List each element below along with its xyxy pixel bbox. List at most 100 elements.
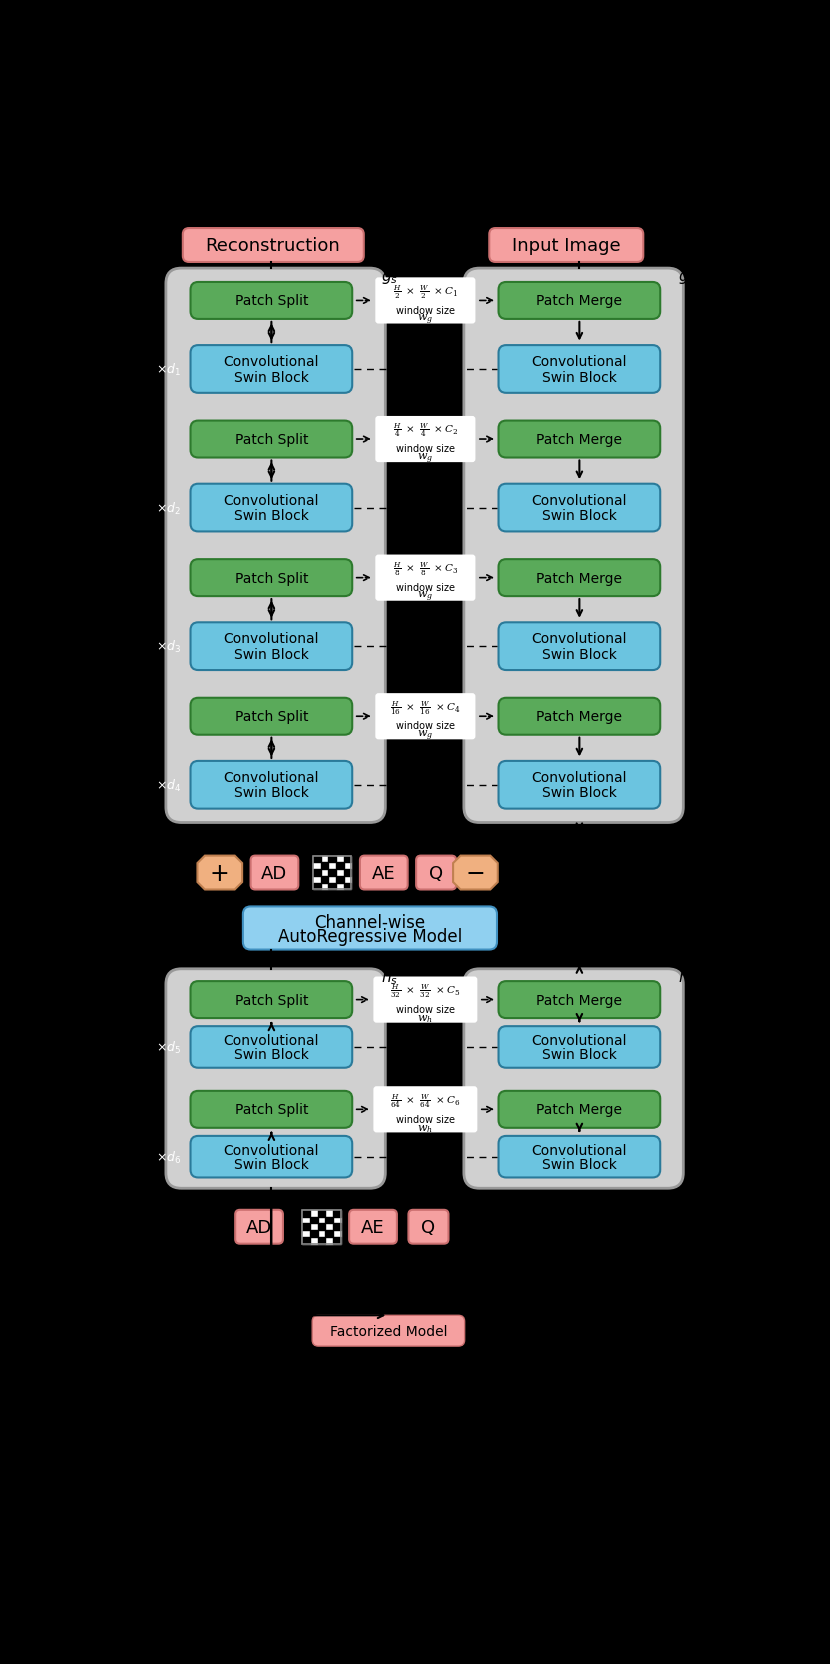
FancyBboxPatch shape <box>490 230 643 263</box>
FancyBboxPatch shape <box>499 1092 660 1128</box>
Text: window size: window size <box>396 582 455 592</box>
FancyBboxPatch shape <box>375 556 476 601</box>
Bar <box>320 877 329 884</box>
FancyBboxPatch shape <box>191 421 352 458</box>
Text: $\frac{H}{2}\ \times\ \frac{W}{2}\ \times C_1$: $\frac{H}{2}\ \times\ \frac{W}{2}\ \time… <box>393 283 458 301</box>
Text: AD: AD <box>246 1218 272 1236</box>
Bar <box>329 855 336 864</box>
Text: $\frac{H}{64}\ \times\ \frac{W}{64}\ \times C_6$: $\frac{H}{64}\ \times\ \frac{W}{64}\ \ti… <box>390 1092 461 1108</box>
Bar <box>313 855 351 890</box>
Text: Patch Merge: Patch Merge <box>536 1103 622 1117</box>
FancyBboxPatch shape <box>374 1087 477 1133</box>
Text: Convolutional: Convolutional <box>532 632 627 646</box>
Text: $\times d_2$: $\times d_2$ <box>157 501 182 516</box>
Text: $h_s$: $h_s$ <box>381 967 398 987</box>
FancyBboxPatch shape <box>360 855 408 890</box>
FancyBboxPatch shape <box>375 416 476 463</box>
Text: AD: AD <box>261 864 287 882</box>
Text: $w_g$: $w_g$ <box>417 729 433 742</box>
FancyBboxPatch shape <box>499 421 660 458</box>
Text: $\frac{H}{16}\ \times\ \frac{W}{16}\ \times C_4$: $\frac{H}{16}\ \times\ \frac{W}{16}\ \ti… <box>390 699 461 716</box>
Bar <box>329 870 336 877</box>
FancyBboxPatch shape <box>349 1210 397 1245</box>
Text: window size: window size <box>396 1005 455 1015</box>
Text: −: − <box>466 860 486 885</box>
Text: Patch Merge: Patch Merge <box>536 993 622 1007</box>
Polygon shape <box>453 855 498 890</box>
Bar <box>325 1216 333 1223</box>
Text: Patch Split: Patch Split <box>235 571 308 586</box>
Text: Patch Split: Patch Split <box>235 993 308 1007</box>
Text: Swin Block: Swin Block <box>542 371 617 384</box>
FancyBboxPatch shape <box>312 1316 465 1346</box>
FancyBboxPatch shape <box>191 1027 352 1068</box>
Text: Patch Split: Patch Split <box>235 711 308 724</box>
Text: Convolutional: Convolutional <box>223 354 319 369</box>
Polygon shape <box>198 855 242 890</box>
Bar <box>310 1216 318 1223</box>
Text: Convolutional: Convolutional <box>532 770 627 785</box>
Bar <box>313 855 351 890</box>
FancyBboxPatch shape <box>166 270 385 824</box>
Bar <box>318 1210 325 1216</box>
FancyBboxPatch shape <box>191 622 352 671</box>
FancyBboxPatch shape <box>375 694 476 740</box>
Text: Swin Block: Swin Block <box>542 1047 617 1062</box>
Text: $\times d_4$: $\times d_4$ <box>156 777 182 794</box>
Text: $\times d_5$: $\times d_5$ <box>156 1040 182 1055</box>
Bar <box>302 1210 340 1245</box>
Text: $\frac{H}{4}\ \times\ \frac{W}{4}\ \times C_2$: $\frac{H}{4}\ \times\ \frac{W}{4}\ \time… <box>393 423 458 439</box>
Text: Patch Merge: Patch Merge <box>536 711 622 724</box>
Text: $\frac{H}{32}\ \times\ \frac{W}{32}\ \times C_5$: $\frac{H}{32}\ \times\ \frac{W}{32}\ \ti… <box>390 982 461 1000</box>
Text: $w_g$: $w_g$ <box>417 589 433 604</box>
Bar <box>318 1223 325 1230</box>
Text: Swin Block: Swin Block <box>234 371 309 384</box>
FancyBboxPatch shape <box>191 484 352 532</box>
FancyBboxPatch shape <box>191 762 352 809</box>
Text: Swin Block: Swin Block <box>234 785 309 800</box>
Bar <box>336 877 344 884</box>
Bar <box>333 1223 340 1230</box>
FancyBboxPatch shape <box>375 278 476 324</box>
Bar <box>325 1230 333 1236</box>
Bar <box>302 1236 310 1245</box>
Text: Swin Block: Swin Block <box>234 647 309 662</box>
Text: window size: window size <box>396 721 455 730</box>
Bar <box>318 1236 325 1245</box>
FancyBboxPatch shape <box>499 346 660 394</box>
FancyBboxPatch shape <box>499 559 660 597</box>
FancyBboxPatch shape <box>499 762 660 809</box>
Bar <box>313 884 320 890</box>
Bar <box>313 870 320 877</box>
Bar <box>336 864 344 870</box>
Text: Convolutional: Convolutional <box>532 354 627 369</box>
Text: window size: window size <box>396 1113 455 1123</box>
FancyBboxPatch shape <box>416 855 456 890</box>
Bar <box>320 864 329 870</box>
Text: Q: Q <box>429 864 443 882</box>
FancyBboxPatch shape <box>243 907 497 950</box>
FancyBboxPatch shape <box>408 1210 448 1245</box>
Text: Swin Block: Swin Block <box>542 1156 617 1171</box>
FancyBboxPatch shape <box>251 855 298 890</box>
FancyBboxPatch shape <box>374 977 477 1023</box>
FancyBboxPatch shape <box>499 1137 660 1178</box>
FancyBboxPatch shape <box>191 1092 352 1128</box>
Text: $\frac{H}{8}\ \times\ \frac{W}{8}\ \times C_3$: $\frac{H}{8}\ \times\ \frac{W}{8}\ \time… <box>393 561 458 577</box>
Bar <box>313 855 320 864</box>
Text: Convolutional: Convolutional <box>532 1033 627 1047</box>
Text: Convolutional: Convolutional <box>223 1143 319 1156</box>
Bar <box>344 884 351 890</box>
Text: $g_s$: $g_s$ <box>381 270 398 286</box>
FancyBboxPatch shape <box>166 968 385 1188</box>
Text: Swin Block: Swin Block <box>542 785 617 800</box>
Text: Patch Merge: Patch Merge <box>536 433 622 446</box>
Text: Input Image: Input Image <box>512 236 621 255</box>
Text: $w_g$: $w_g$ <box>417 451 433 466</box>
Text: Patch Merge: Patch Merge <box>536 571 622 586</box>
Text: $w_h$: $w_h$ <box>417 1122 433 1135</box>
Bar <box>329 884 336 890</box>
Text: Swin Block: Swin Block <box>542 509 617 522</box>
Text: Swin Block: Swin Block <box>234 1156 309 1171</box>
FancyBboxPatch shape <box>499 283 660 319</box>
